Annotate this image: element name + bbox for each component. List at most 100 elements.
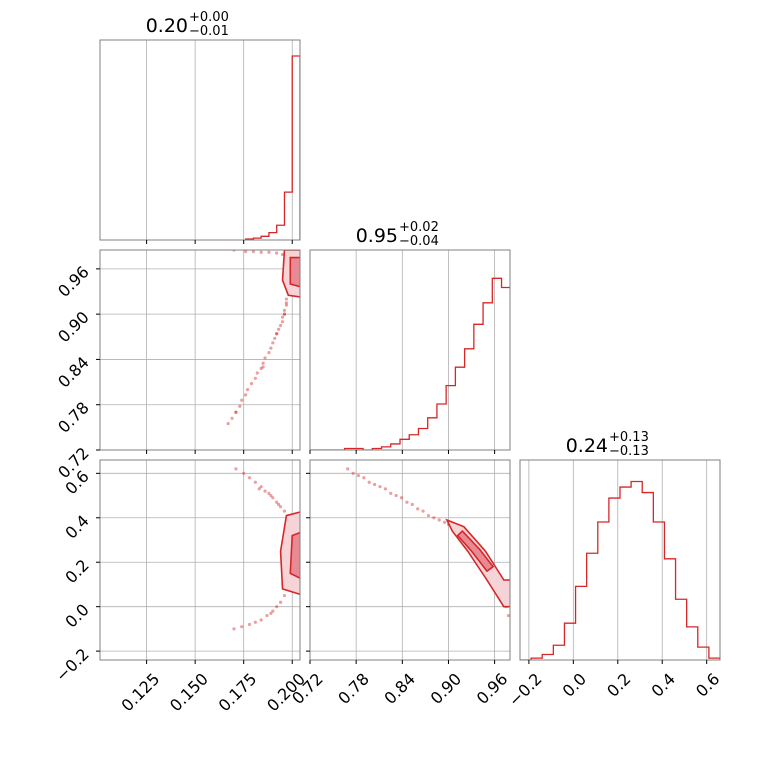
p0_vs_p1-panel: 0.720.780.840.900.96 <box>54 249 301 482</box>
scatter-point <box>263 489 267 493</box>
scatter-point <box>238 404 242 408</box>
scatter-point <box>257 487 261 491</box>
scatter-point <box>247 476 252 480</box>
axes-frame <box>309 459 511 661</box>
histogram-bar <box>269 233 277 240</box>
x-tick-label: 0.90 <box>427 669 466 708</box>
scatter-point <box>259 366 263 371</box>
histogram-step-line <box>244 55 300 240</box>
scatter-point <box>284 301 289 305</box>
scatter-point <box>506 613 510 618</box>
p1_vs_p2-panel: 0.72 0.78 0.84 0.90 0.96 <box>288 459 512 708</box>
scatter-point <box>277 502 281 507</box>
histogram-bar <box>631 482 642 660</box>
title-median: 0.95 <box>356 225 398 247</box>
title-upper: +0.13 <box>609 430 649 445</box>
scatter-points <box>232 467 290 631</box>
scatter-point <box>277 327 281 331</box>
scatter-point <box>253 620 257 624</box>
scatter-point <box>405 500 409 504</box>
histogram-step-line <box>520 480 720 660</box>
scatter-point <box>362 476 366 480</box>
histogram-bar <box>542 654 553 660</box>
scatter-point <box>275 500 279 504</box>
histogram-bar <box>465 349 474 450</box>
scatter-point <box>269 611 273 615</box>
scatter-point <box>267 250 271 254</box>
histogram-bar <box>676 599 687 660</box>
histogram-bar <box>474 324 483 450</box>
x-tick-label: −0.2 <box>505 669 546 710</box>
y-tick-label: 0.96 <box>54 262 93 301</box>
histogram-bar <box>284 192 292 240</box>
scatter-point <box>275 332 279 336</box>
scatter-point <box>273 336 277 340</box>
x-tick-label: 0.84 <box>380 669 419 708</box>
corner-plot-root: 0.20 +0.00−0.01 0.95 +0.02−0.04 −0.2 0.0 0.2 0.… <box>52 10 723 715</box>
histogram-bars <box>244 55 300 240</box>
histogram-bar <box>598 522 609 660</box>
histogram-bar <box>687 627 698 660</box>
histogram-bar <box>609 498 620 660</box>
density-contours <box>281 250 300 298</box>
axes-frame <box>99 39 301 241</box>
scatter-point <box>346 467 350 471</box>
scatter-point <box>234 467 238 471</box>
scatter-point <box>373 482 377 487</box>
histogram-bar <box>502 288 511 450</box>
scatter-point <box>261 365 265 369</box>
histogram-bar <box>576 586 587 660</box>
y-tick-label: 0.2 <box>61 556 92 587</box>
axes-frame <box>519 459 721 661</box>
y-tick-label: 0.84 <box>54 353 93 392</box>
x-tick-label: 0.96 <box>473 669 512 708</box>
density-contours <box>445 518 510 608</box>
scatter-point <box>267 491 271 495</box>
p2_marginal-title: 0.24 +0.13−0.13 <box>566 430 649 459</box>
histogram-bar <box>587 553 598 660</box>
scatter-point <box>421 509 425 513</box>
contour-inner <box>289 531 300 579</box>
title-lower: −0.01 <box>189 24 229 39</box>
scatter-point <box>282 509 287 513</box>
scatter-point <box>280 315 285 319</box>
scatter-point <box>278 600 283 604</box>
scatter-point <box>282 308 287 312</box>
axes-frame <box>99 459 301 661</box>
scatter-point <box>282 312 287 316</box>
p0_vs_p2-panel: 0.125 0.150 0.175 0.200−0.20.00.20.40.6 <box>52 459 309 715</box>
scatter-point <box>234 410 238 414</box>
scatter-point <box>259 485 263 489</box>
scatter-point <box>232 627 236 631</box>
scatter-point <box>271 496 275 500</box>
scatter-point <box>247 622 252 627</box>
scatter-point <box>226 421 230 426</box>
histogram-bar <box>483 303 492 450</box>
scatter-point <box>284 303 289 307</box>
scatter-point <box>275 251 279 255</box>
scatter-point <box>378 485 382 489</box>
scatter-point <box>351 471 355 475</box>
histogram-bar <box>277 225 285 240</box>
histogram-bar <box>446 386 455 450</box>
scatter-point <box>284 297 289 301</box>
scatter-point <box>251 250 255 254</box>
scatter-point <box>280 320 285 324</box>
density-contours <box>279 511 300 596</box>
scatter-point <box>240 625 244 629</box>
scatter-point <box>278 505 283 509</box>
histogram-bar <box>642 493 653 660</box>
y-tick-label: 0.4 <box>61 511 92 542</box>
title-upper: +0.02 <box>399 220 439 235</box>
scatter-point <box>259 250 263 254</box>
scatter-point <box>282 312 287 316</box>
scatter-points <box>346 467 510 618</box>
axes-frame <box>99 249 301 451</box>
scatter-point <box>282 593 287 598</box>
histogram-bar <box>492 278 501 450</box>
histogram-bar <box>418 428 427 450</box>
scatter-point <box>356 473 361 478</box>
scatter-point <box>416 507 420 511</box>
scatter-point <box>269 493 273 498</box>
scatter-point <box>249 381 254 386</box>
